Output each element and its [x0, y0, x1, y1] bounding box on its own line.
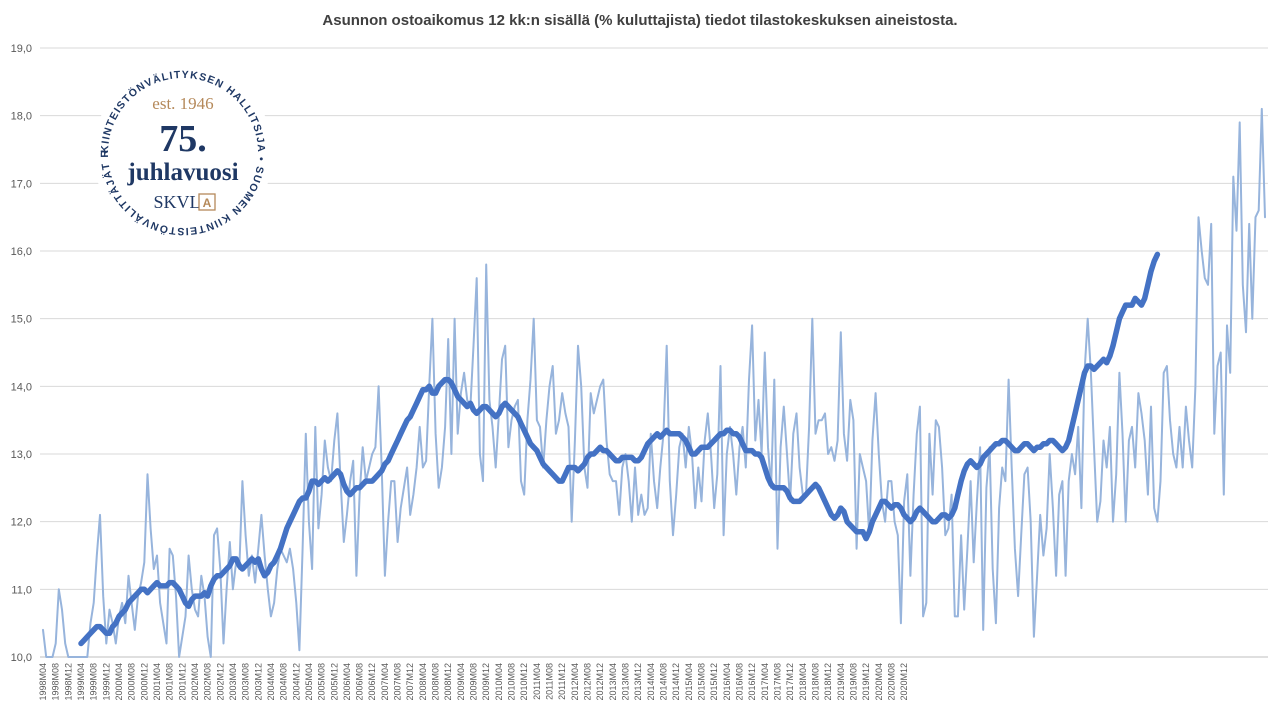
x-tick-label: 2020M08 — [886, 663, 896, 701]
x-tick-label: 2019M12 — [861, 663, 871, 701]
x-tick-label: 2006M08 — [355, 663, 365, 701]
x-tick-label: 2006M12 — [367, 663, 377, 701]
x-tick-label: 2008M04 — [418, 663, 428, 701]
x-tick-label: 2018M08 — [810, 663, 820, 701]
x-tick-label: 2001M12 — [177, 663, 187, 701]
y-tick-label: 18,0 — [11, 111, 32, 123]
series-line-monthly — [42, 107, 1266, 658]
x-tick-label: 2000M12 — [139, 663, 149, 701]
x-tick-label: 2012M04 — [570, 663, 580, 701]
x-tick-label: 2007M08 — [393, 663, 403, 701]
y-tick-label: 16,0 — [11, 246, 32, 258]
x-tick-label: 2010M12 — [519, 663, 529, 701]
y-tick-label: 15,0 — [11, 314, 32, 326]
y-tick-label: 19,0 — [11, 43, 32, 55]
x-tick-label: 2016M04 — [722, 663, 732, 701]
chart-title: Asunnon ostoaikomus 12 kk:n sisällä (% k… — [322, 12, 958, 29]
seal-brand-text: SKVL — [153, 192, 200, 212]
x-tick-label: 2010M08 — [507, 663, 517, 701]
x-tick-label: 2004M08 — [279, 663, 289, 701]
x-tick-label: 2012M08 — [583, 663, 593, 701]
y-tick-label: 11,0 — [11, 584, 32, 596]
x-tick-label: 2013M12 — [633, 663, 643, 701]
seal-est-text: est. 1946 — [152, 94, 213, 113]
x-tick-label: 2002M08 — [203, 663, 213, 701]
seal-brand-mark — [198, 193, 216, 211]
x-tick-label: 2008M12 — [443, 663, 453, 701]
x-tick-label: 2016M08 — [734, 663, 744, 701]
x-axis-ticks: 1998M04 1998M08 1998M12 1999M04 1999M08 1999M… — [38, 663, 909, 701]
x-tick-label: 2000M04 — [114, 663, 124, 701]
x-tick-label: 2015M08 — [696, 663, 706, 701]
series-group — [42, 107, 1266, 658]
x-tick-label: 1999M12 — [101, 663, 111, 701]
x-tick-label: 1999M04 — [76, 663, 86, 701]
x-tick-label: 2012M12 — [595, 663, 605, 701]
x-tick-label: 2002M12 — [215, 663, 225, 701]
x-tick-label: 2013M08 — [621, 663, 631, 701]
x-tick-label: 2019M08 — [848, 663, 858, 701]
gridlines — [40, 47, 1268, 590]
x-tick-label: 2001M04 — [152, 663, 162, 701]
x-tick-label: 2005M04 — [304, 663, 314, 701]
x-tick-label: 2017M04 — [760, 663, 770, 701]
x-tick-label: 2002M04 — [190, 663, 200, 701]
x-tick-label: 2018M12 — [823, 663, 833, 701]
x-tick-label: 2003M12 — [253, 663, 263, 701]
x-tick-label: 2003M08 — [241, 663, 251, 701]
y-tick-label: 13,0 — [11, 449, 32, 461]
x-tick-label: 2019M04 — [836, 663, 846, 701]
y-tick-label: 14,0 — [11, 381, 32, 393]
skvl-anniversary-seal: KIINTEISTÖNVÄLITYKSEN HALLITSIJA • SUOME… — [92, 62, 273, 243]
x-tick-label: 2014M04 — [646, 663, 656, 701]
seal-number-text: 75. — [159, 118, 207, 160]
x-tick-label: 2009M12 — [481, 663, 491, 701]
x-tick-label: 2011M08 — [545, 663, 555, 700]
x-tick-label: 2003M04 — [228, 663, 238, 701]
x-tick-label: 2013M04 — [608, 663, 618, 701]
x-tick-label: 1998M08 — [51, 663, 61, 701]
x-tick-label: 2011M12 — [557, 663, 567, 700]
x-tick-label: 1998M04 — [38, 663, 48, 701]
x-tick-label: 2004M12 — [291, 663, 301, 701]
x-tick-label: 2018M04 — [798, 663, 808, 701]
x-tick-label: 1999M08 — [89, 663, 99, 701]
x-tick-label: 2007M12 — [405, 663, 415, 701]
y-tick-label: 17,0 — [11, 178, 32, 190]
series-line-moving-average — [78, 251, 1161, 647]
x-tick-label: 2016M12 — [747, 663, 757, 701]
x-tick-label: 2020M12 — [899, 663, 909, 701]
x-tick-label: 2009M04 — [456, 663, 466, 701]
y-axis-ticks: 10,0 11,0 12,0 13,0 14,0 15,0 16,0 17,0 18,0 19,0 — [11, 43, 32, 664]
x-tick-label: 2006M04 — [342, 663, 352, 701]
x-tick-label: 2017M08 — [772, 663, 782, 701]
x-tick-label: 2014M08 — [658, 663, 668, 701]
x-tick-label: 2014M12 — [671, 663, 681, 701]
x-tick-label: 2015M12 — [709, 663, 719, 701]
x-tick-label: 1998M12 — [63, 663, 73, 701]
x-tick-label: 2011M04 — [532, 663, 542, 700]
x-tick-label: 2007M04 — [380, 663, 390, 701]
x-tick-label: 2004M04 — [266, 663, 276, 701]
y-tick-label: 10,0 — [11, 652, 32, 664]
seal-brand-mark-letter: A — [203, 196, 212, 210]
x-tick-label: 2001M08 — [165, 663, 175, 701]
x-tick-label: 2005M12 — [329, 663, 339, 701]
seal-word-text: juhlavuosi — [126, 159, 238, 186]
x-tick-label: 2015M04 — [684, 663, 694, 701]
x-tick-label: 2020M04 — [874, 663, 884, 701]
x-tick-label: 2005M08 — [317, 663, 327, 701]
x-tick-label: 2017M12 — [785, 663, 795, 701]
x-tick-label: 2000M08 — [127, 663, 137, 701]
y-tick-label: 12,0 — [11, 517, 32, 529]
x-tick-label: 2010M04 — [494, 663, 504, 701]
x-tick-label: 2008M08 — [431, 663, 441, 701]
x-tick-label: 2009M08 — [469, 663, 479, 701]
